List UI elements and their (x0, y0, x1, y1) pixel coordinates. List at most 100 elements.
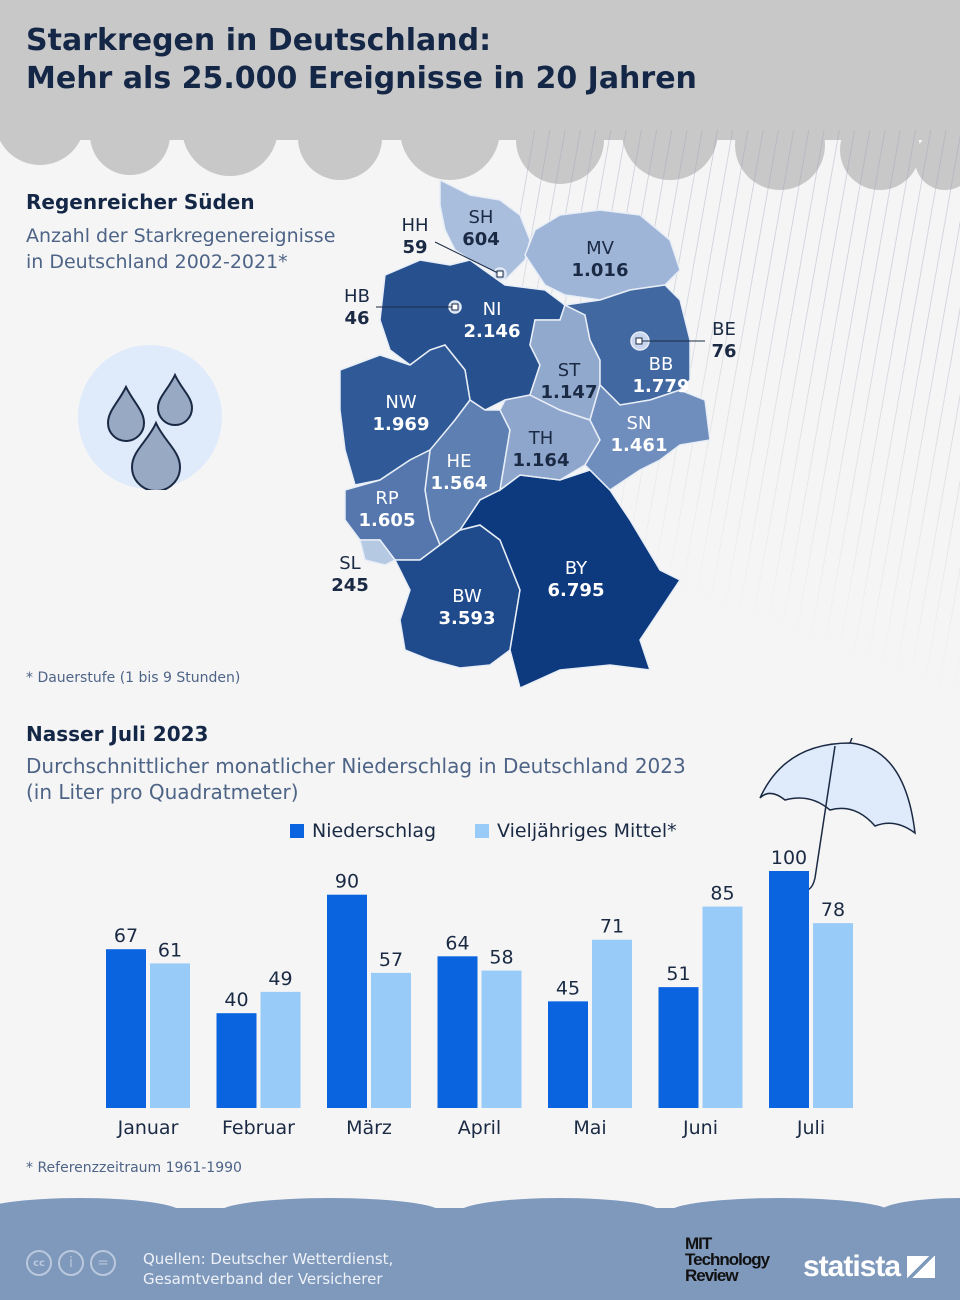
state-code: HB (344, 286, 370, 307)
bar-Juni-mittel (702, 906, 743, 1108)
bar-April-mittel (481, 970, 522, 1108)
state-code: BW (452, 586, 482, 607)
bar-März-niederschlag (327, 894, 367, 1108)
chart-subtitle: Durchschnittlicher monatlicher Niedersch… (26, 754, 686, 804)
state-code: SL (339, 553, 361, 574)
bar-März-mittel (371, 972, 411, 1108)
bar-Mai-niederschlag (548, 1001, 588, 1108)
map-label-HE: HE 1.564 (431, 451, 488, 495)
state-code: MV (586, 238, 614, 259)
map-label-SH: SH 604 (462, 207, 500, 251)
map-label-TH: TH 1.164 (513, 428, 570, 472)
state-value: 2.146 (463, 321, 521, 342)
map-label-SL: SL 245 (331, 553, 369, 597)
state-code: RP (375, 488, 399, 509)
bar-Januar-niederschlag (106, 949, 146, 1108)
state-MV (524, 209, 681, 301)
data-label: 57 (379, 949, 403, 971)
map-label-RP: RP 1.605 (359, 488, 416, 532)
map-label-BB: BB 1.779 (633, 354, 690, 398)
data-label: 67 (114, 925, 138, 947)
data-label: 40 (224, 989, 248, 1011)
bar-Januar-mittel (150, 963, 190, 1108)
state-value: 1.147 (540, 382, 598, 403)
state-value: 3.593 (438, 608, 496, 629)
page-title: Starkregen in Deutschland: Mehr als 25.00… (26, 23, 697, 96)
chart-footnote: * Referenzzeitraum 1961-1990 (26, 1160, 242, 1176)
legend-swatch (475, 824, 489, 838)
bar-Februar-niederschlag (216, 1013, 257, 1108)
legend-item-niederschlag: Niederschlag (290, 820, 436, 842)
state-value: 1.164 (512, 450, 570, 471)
state-value: 46 (344, 308, 370, 329)
cloud-header (0, 0, 960, 190)
state-code: SN (626, 413, 652, 434)
state-value: 1.016 (571, 260, 629, 281)
bar-Juli-mittel (813, 923, 853, 1108)
data-label: 100 (771, 850, 807, 869)
data-label: 85 (710, 883, 734, 905)
legend-swatch (290, 824, 304, 838)
cc-icon: cc (26, 1250, 52, 1276)
legend-item-mittel: Vieljähriges Mittel* (475, 820, 677, 842)
data-label: 90 (335, 871, 359, 893)
map-subtitle: Anzahl der Starkregenereignisse in Deutsc… (26, 225, 336, 273)
map-label-NW: NW 1.969 (373, 392, 430, 436)
state-value: 1.564 (430, 473, 488, 494)
state-value: 604 (462, 229, 500, 250)
state-value: 1.969 (372, 414, 430, 435)
map-label-ST: ST 1.147 (541, 360, 598, 404)
chart-heading: Nasser Juli 2023 (26, 722, 209, 746)
data-label: 49 (268, 968, 292, 990)
state-value: 1.779 (632, 376, 690, 397)
map-footnote: * Dauerstufe (1 bis 9 Stunden) (26, 670, 241, 686)
no-derivatives-icon: = (90, 1250, 116, 1276)
map-label-HB: HB 46 (344, 286, 370, 330)
map-label-BE: BE 76 (711, 319, 736, 363)
raindrops-icon (78, 345, 222, 490)
category-label: Februar (222, 1117, 295, 1139)
state-value: 1.461 (610, 435, 668, 456)
statista-logo: statista (803, 1250, 936, 1284)
state-code: NI (482, 299, 502, 320)
footer (0, 1198, 960, 1300)
state-code: HE (446, 451, 472, 472)
state-code: TH (528, 428, 554, 449)
state-value: 6.795 (547, 580, 605, 601)
state-value: 1.605 (358, 510, 416, 531)
data-label: 64 (445, 932, 469, 954)
state-SL (359, 539, 397, 566)
bar-April-niederschlag (437, 956, 478, 1108)
map-label-SN: SN 1.461 (611, 413, 668, 457)
source-text: Quellen: Deutscher Wetterdienst, Gesamtve… (143, 1250, 394, 1288)
map-label-HH: HH 59 (401, 215, 428, 259)
category-label: Januar (117, 1117, 179, 1139)
bar-chart: 67 61 Januar 40 49 Februar 90 57 März 64 58 April 45… (106, 850, 853, 1139)
mit-technology-review-logo: MIT Technology Review (685, 1234, 770, 1285)
attribution-icon: i (58, 1250, 84, 1276)
data-label: 61 (158, 939, 182, 961)
state-code: HH (401, 215, 429, 236)
category-label: April (458, 1117, 501, 1139)
state-SN (584, 383, 711, 491)
category-label: Mai (573, 1117, 606, 1139)
data-label: 71 (600, 916, 624, 938)
cc-license-icons: cc i = (26, 1250, 116, 1276)
state-code: BB (648, 354, 674, 375)
state-code: ST (557, 360, 581, 381)
bar-Mai-mittel (592, 939, 632, 1108)
state-value: 245 (331, 575, 369, 596)
state-code: NW (385, 392, 417, 413)
bar-Juni-niederschlag (658, 987, 699, 1108)
map-label-NI: NI 2.146 (464, 299, 521, 343)
state-code: BY (564, 558, 588, 579)
category-label: Juni (682, 1117, 718, 1139)
statista-logo-mark (907, 1256, 936, 1278)
map-label-BY: BY 6.795 (548, 558, 605, 602)
category-label: März (346, 1117, 392, 1139)
data-label: 51 (666, 963, 690, 985)
bar-Februar-mittel (260, 991, 301, 1108)
data-label: 45 (556, 977, 580, 999)
state-value: 59 (402, 237, 428, 258)
data-label: 58 (489, 947, 513, 969)
